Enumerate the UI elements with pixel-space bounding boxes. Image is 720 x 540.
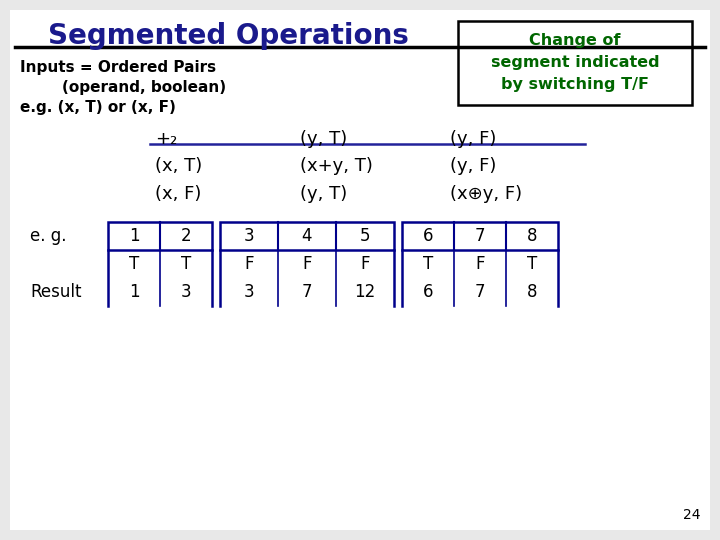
- FancyBboxPatch shape: [458, 21, 692, 105]
- Text: 3: 3: [243, 283, 254, 301]
- FancyBboxPatch shape: [108, 222, 212, 250]
- Text: T: T: [181, 255, 191, 273]
- Text: (y, T): (y, T): [300, 130, 347, 148]
- FancyBboxPatch shape: [402, 222, 558, 250]
- Text: 8: 8: [527, 283, 537, 301]
- Text: segment indicated: segment indicated: [491, 55, 660, 70]
- Text: 3: 3: [181, 283, 192, 301]
- Text: 6: 6: [423, 227, 433, 245]
- Text: 7: 7: [474, 227, 485, 245]
- Text: 24: 24: [683, 508, 700, 522]
- Text: F: F: [302, 255, 312, 273]
- Text: (y, F): (y, F): [450, 130, 496, 148]
- Text: e. g.: e. g.: [30, 227, 66, 245]
- Text: 6: 6: [423, 283, 433, 301]
- Text: 5: 5: [360, 227, 370, 245]
- Text: T: T: [527, 255, 537, 273]
- Text: 8: 8: [527, 227, 537, 245]
- Text: 1: 1: [129, 283, 139, 301]
- Text: 12: 12: [354, 283, 376, 301]
- Text: 1: 1: [129, 227, 139, 245]
- Text: Result: Result: [30, 283, 81, 301]
- Text: (operand, boolean): (operand, boolean): [20, 80, 226, 95]
- Text: (x, F): (x, F): [155, 185, 202, 203]
- Text: 3: 3: [243, 227, 254, 245]
- Text: (y, T): (y, T): [300, 185, 347, 203]
- Text: T: T: [423, 255, 433, 273]
- FancyBboxPatch shape: [220, 222, 394, 250]
- Text: (y, F): (y, F): [450, 157, 496, 175]
- Text: Segmented Operations: Segmented Operations: [48, 22, 409, 50]
- Text: F: F: [244, 255, 253, 273]
- Text: T: T: [129, 255, 139, 273]
- Text: by switching T/F: by switching T/F: [501, 77, 649, 92]
- Text: Inputs = Ordered Pairs: Inputs = Ordered Pairs: [20, 60, 216, 75]
- Text: Change of: Change of: [529, 33, 621, 48]
- Text: 2: 2: [181, 227, 192, 245]
- Text: 7: 7: [302, 283, 312, 301]
- Text: (x, T): (x, T): [155, 157, 202, 175]
- Text: (x+y, T): (x+y, T): [300, 157, 373, 175]
- Text: 4: 4: [302, 227, 312, 245]
- Text: (x⊕y, F): (x⊕y, F): [450, 185, 522, 203]
- Text: +₂: +₂: [155, 130, 177, 148]
- FancyBboxPatch shape: [10, 10, 710, 530]
- Text: 7: 7: [474, 283, 485, 301]
- Text: e.g. (x, T) or (x, F): e.g. (x, T) or (x, F): [20, 100, 176, 115]
- Text: F: F: [360, 255, 370, 273]
- Text: F: F: [475, 255, 485, 273]
